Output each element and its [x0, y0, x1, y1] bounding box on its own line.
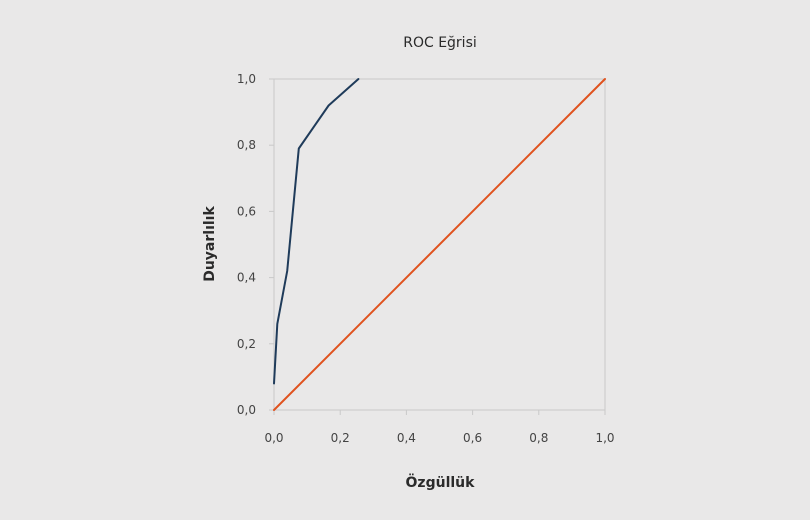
y-tick-label: 0,8	[237, 138, 256, 152]
x-tick-label: 0,4	[397, 431, 416, 445]
y-tick-label: 0,6	[237, 204, 256, 218]
chart-title: ROC Eğrisi	[403, 35, 477, 51]
series-layer	[273, 78, 606, 411]
x-tick-label: 1,0	[595, 431, 614, 445]
y-tick-label: 0,4	[237, 271, 256, 285]
plot-frame	[273, 78, 606, 411]
y-axis-ticks: 0,0 0,2 0,4 0,6 0,8 1,0	[237, 72, 274, 417]
roc-curve-line	[273, 78, 360, 385]
y-tick-label: 1,0	[237, 72, 256, 86]
x-axis-label: Özgüllük	[406, 473, 476, 491]
reference-diagonal-line	[273, 78, 606, 411]
x-tick-label: 0,6	[463, 431, 482, 445]
x-tick-label: 0,2	[331, 431, 350, 445]
x-tick-label: 0,0	[264, 431, 283, 445]
y-axis-label: Duyarlılık	[202, 206, 218, 282]
y-tick-label: 0,0	[237, 403, 256, 417]
x-tick-label: 0,8	[529, 431, 548, 445]
x-axis-ticks: 0,0 0,2 0,4 0,6 0,8 1,0	[264, 410, 615, 445]
y-tick-label: 0,2	[237, 337, 256, 351]
